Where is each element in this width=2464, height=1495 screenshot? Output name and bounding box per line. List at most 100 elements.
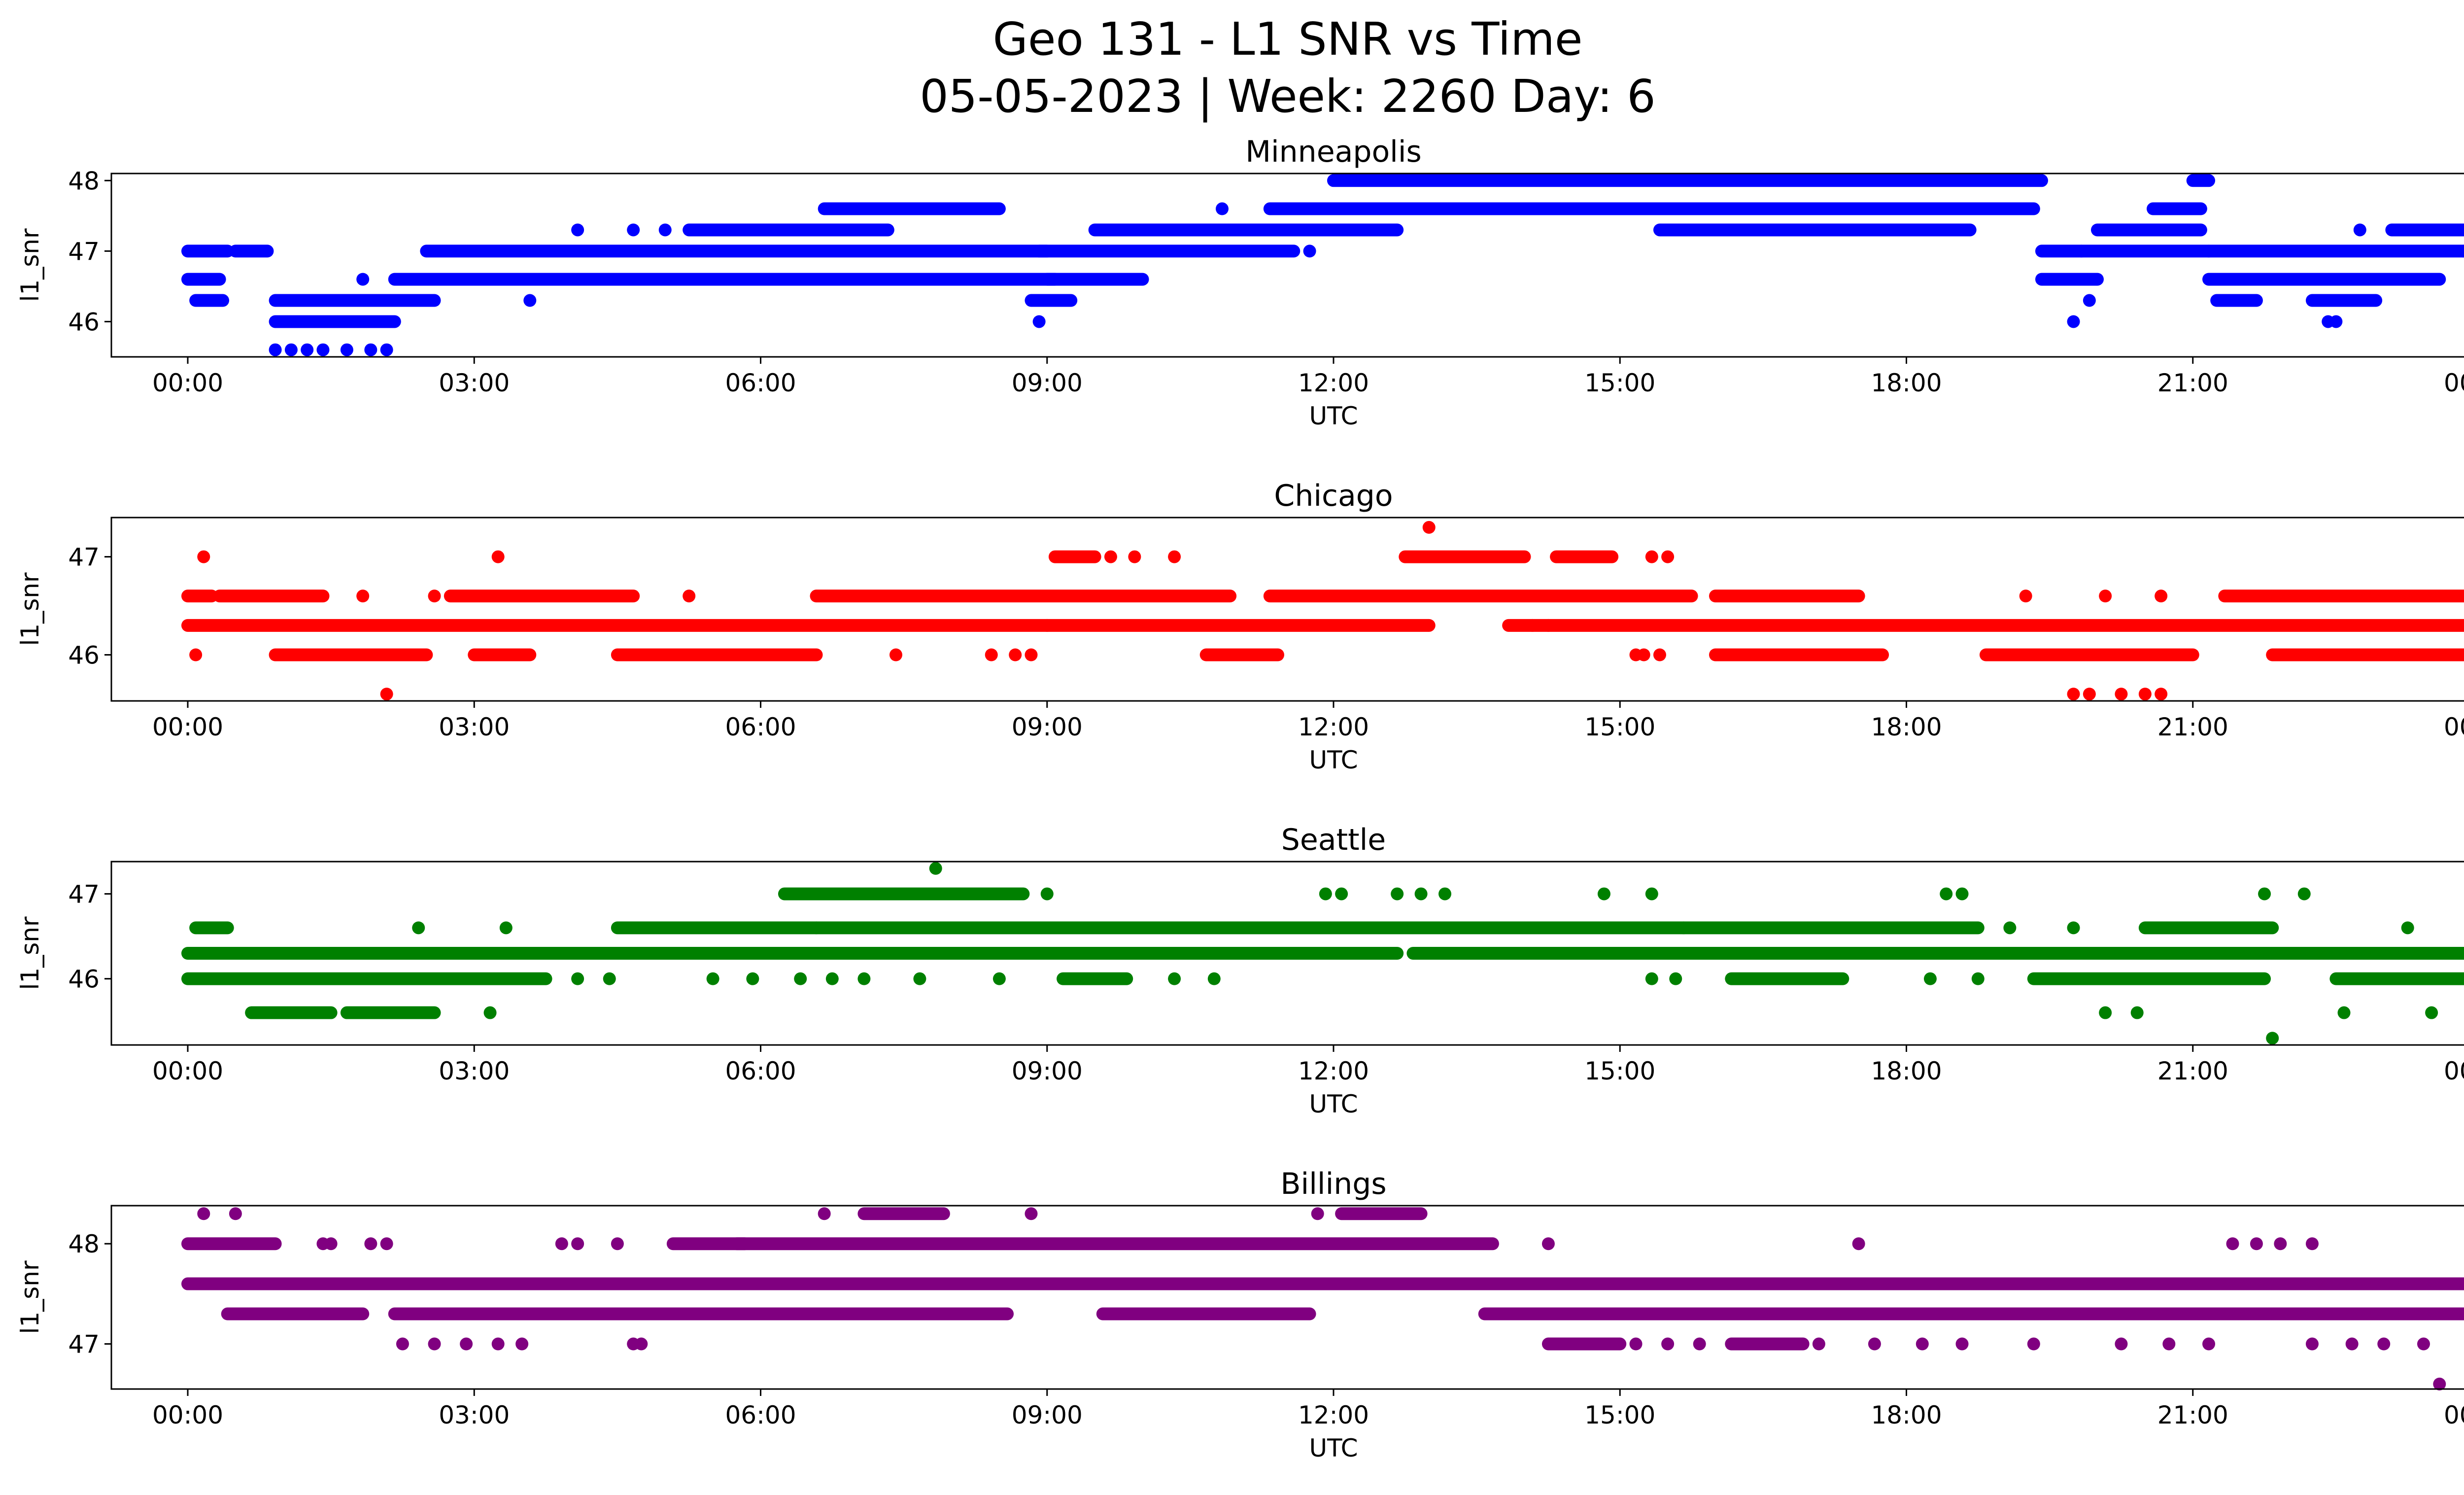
data-point	[2067, 688, 2080, 701]
data-point	[1629, 1337, 1643, 1351]
data-point	[1104, 550, 1117, 563]
data-point	[992, 972, 1006, 985]
data-point-run	[189, 921, 234, 935]
data-point-run	[1088, 223, 1404, 237]
data-point-run	[181, 244, 234, 258]
data-point	[1335, 887, 1348, 901]
data-point	[571, 223, 584, 237]
data-point	[2083, 688, 2096, 701]
data-point	[1025, 1207, 1038, 1220]
data-point	[1661, 550, 1675, 563]
y-axis-label: l1_snr	[16, 1260, 44, 1334]
data-point	[324, 1237, 338, 1251]
data-point	[1597, 887, 1610, 901]
data-point-run	[2202, 273, 2446, 286]
data-point	[1541, 619, 1555, 632]
data-point	[1311, 1207, 1324, 1220]
data-point-run	[1096, 1307, 1316, 1321]
data-point	[1955, 1337, 1969, 1351]
x-tick-label: 03:00	[439, 1401, 510, 1429]
x-tick-label: 03:00	[439, 713, 510, 741]
data-point	[1748, 1337, 1762, 1351]
subplot-billings: Billings 00:00 03:00 06:00 09:00 12:00 15:00 18…	[16, 1167, 2464, 1462]
data-point-run	[2147, 202, 2207, 215]
data-point	[611, 1237, 624, 1251]
data-point-run	[1327, 174, 2048, 187]
figure-title: Geo 131 - L1 SNR vs Time 05-05-2023 | We…	[0, 11, 2464, 125]
data-point	[1215, 202, 1229, 215]
data-point	[889, 648, 902, 661]
scatter-series	[181, 174, 2464, 356]
data-point-run	[2266, 648, 2464, 661]
x-tick-label: 09:00	[1012, 1057, 1083, 1085]
data-point-run	[683, 223, 894, 237]
data-point-run	[388, 294, 441, 307]
data-point-run	[181, 972, 552, 985]
data-point	[1391, 887, 1404, 901]
data-point	[571, 972, 584, 985]
data-point-run	[1478, 1307, 2464, 1321]
data-point-run	[181, 1277, 2464, 1290]
x-tick-label: 15:00	[1584, 1401, 1655, 1429]
y-tick-label: 48	[68, 167, 100, 195]
data-point-run	[181, 947, 1404, 960]
x-tick-label: 09:00	[1012, 369, 1083, 397]
x-tick-label: 21:00	[2157, 1057, 2228, 1085]
data-point	[2266, 1032, 2279, 1045]
x-tick-label: 03:00	[439, 369, 510, 397]
data-point-run	[189, 294, 230, 307]
data-point	[683, 590, 696, 603]
data-point	[2027, 1337, 2040, 1351]
subplot-seattle: Seattle 00:00 03:00 06:00 09:00 12:00 15:00 18:…	[16, 823, 2464, 1118]
data-point	[364, 343, 377, 356]
data-point-run	[778, 887, 1030, 901]
x-tick-label: 12:00	[1298, 369, 1369, 397]
x-tick-label: 15:00	[1584, 369, 1655, 397]
x-tick-label: 21:00	[2157, 1401, 2228, 1429]
axes-frame	[110, 517, 2464, 702]
data-point	[2115, 1337, 2128, 1351]
subplot-title: Billings	[1280, 1167, 1386, 1201]
x-tick-label: 06:00	[725, 1401, 796, 1429]
x-tick-label: 15:00	[1584, 713, 1655, 741]
subplot-title: Seattle	[1281, 823, 1386, 857]
y-tick-label: 46	[68, 965, 100, 994]
data-point	[2138, 688, 2152, 701]
data-point	[1677, 921, 1690, 935]
data-point	[658, 223, 672, 237]
data-point	[356, 273, 370, 286]
data-point	[1868, 1337, 1881, 1351]
data-point-run	[1709, 590, 1865, 603]
data-point	[2297, 887, 2311, 901]
data-point	[794, 972, 807, 985]
data-point	[857, 972, 871, 985]
x-tick-label: 00:00	[152, 369, 223, 397]
data-point-run	[611, 921, 823, 935]
axes-frame	[110, 1205, 2464, 1390]
data-point-run	[245, 1006, 338, 1019]
data-point	[635, 1337, 648, 1351]
data-point	[2353, 223, 2366, 237]
x-tick-label: 00:00	[2444, 369, 2464, 397]
data-point-run	[1025, 294, 1078, 307]
data-point-run	[269, 294, 401, 307]
data-point-run	[1725, 972, 1849, 985]
data-point	[189, 648, 203, 661]
subplot-title: Chicago	[1274, 479, 1393, 513]
data-point	[825, 972, 839, 985]
data-point-run	[1263, 590, 1698, 603]
data-point	[2250, 1237, 2263, 1251]
data-point	[706, 972, 719, 985]
data-point-run	[1335, 1207, 1428, 1220]
axes-frame	[110, 173, 2464, 358]
x-tick-label: 21:00	[2157, 369, 2228, 397]
data-point	[269, 343, 282, 356]
data-point	[1009, 648, 1022, 661]
data-point	[818, 1207, 831, 1220]
x-tick-label: 00:00	[152, 1401, 223, 1429]
data-point	[1852, 1237, 1865, 1251]
data-point	[1025, 648, 1038, 661]
data-point-run	[388, 1307, 696, 1321]
x-tick-label: 00:00	[2444, 1401, 2464, 1429]
data-point	[2130, 1006, 2144, 1019]
